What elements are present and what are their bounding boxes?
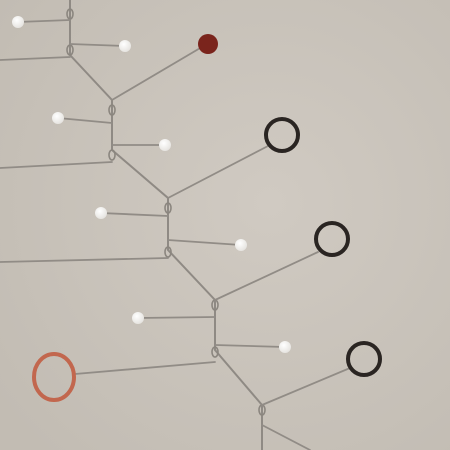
central-chain: [69, 0, 263, 450]
red-dot: [198, 34, 218, 54]
dark-rings: [264, 117, 382, 377]
white-bead: [279, 341, 291, 353]
white-bead: [12, 16, 24, 28]
white-bead: [95, 207, 107, 219]
copper-ring: [32, 352, 76, 402]
dark-ring: [314, 221, 350, 257]
mobile-arms: [0, 19, 351, 450]
dark-ring: [346, 341, 382, 377]
white-bead: [159, 139, 171, 151]
white-bead: [132, 312, 144, 324]
white-bead: [119, 40, 131, 52]
white-beads: [12, 16, 291, 353]
white-bead: [52, 112, 64, 124]
white-bead: [235, 239, 247, 251]
dark-ring: [264, 117, 300, 153]
